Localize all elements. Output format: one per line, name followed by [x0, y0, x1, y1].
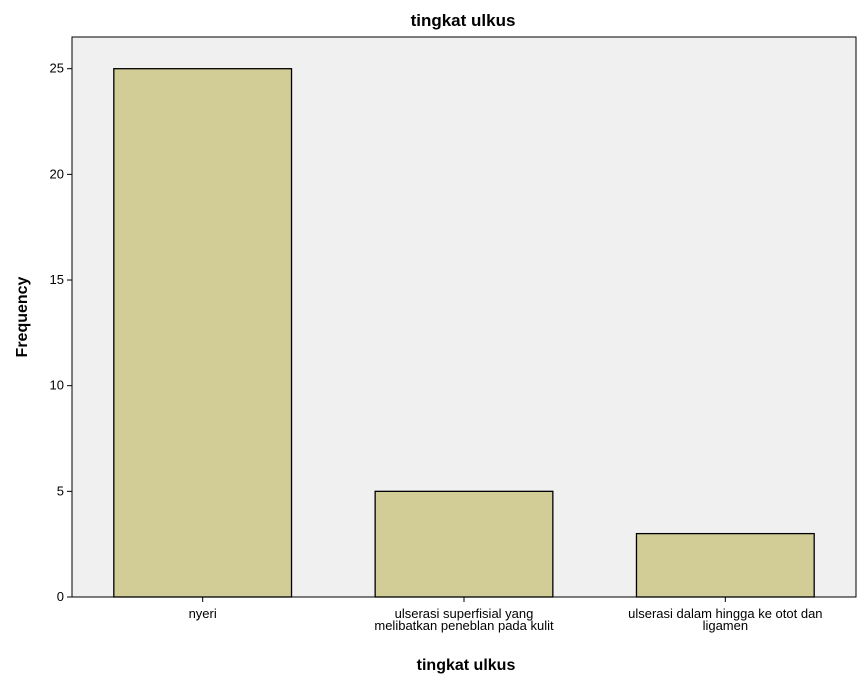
x-tick-label: nyeri: [189, 606, 217, 621]
plot-area: 0 5 10 15 20 25 nyeri ulserasi superfisial yang…: [50, 36, 857, 633]
y-tick-label: 25: [50, 61, 64, 76]
x-tick-label-line: melibatkan peneblan pada kulit: [374, 618, 554, 633]
chart-title: tingkat ulkus: [411, 11, 516, 30]
x-tick-label-line: ulserasi dalam hingga ke otot dan: [628, 606, 822, 621]
x-tick-label-line: nyeri: [189, 606, 217, 621]
x-axis-label: tingkat ulkus: [417, 657, 516, 674]
y-tick-label: 15: [50, 272, 64, 287]
y-tick-label: 5: [57, 483, 64, 498]
x-tick-label: ulserasi dalam hingga ke otot dan ligamen: [628, 606, 822, 633]
bar: [635, 532, 815, 598]
bar: [374, 490, 554, 598]
bar: [113, 68, 293, 598]
x-tick-label-line: ulserasi superfisial yang: [395, 606, 534, 621]
y-tick-label: 0: [57, 589, 64, 604]
y-tick-label: 20: [50, 166, 64, 181]
y-axis-label: Frequency: [14, 276, 31, 357]
y-tick-label: 10: [50, 378, 64, 393]
x-tick-label-line: ligamen: [703, 618, 749, 633]
x-tick-label: ulserasi superfisial yang melibatkan pene…: [374, 606, 554, 633]
